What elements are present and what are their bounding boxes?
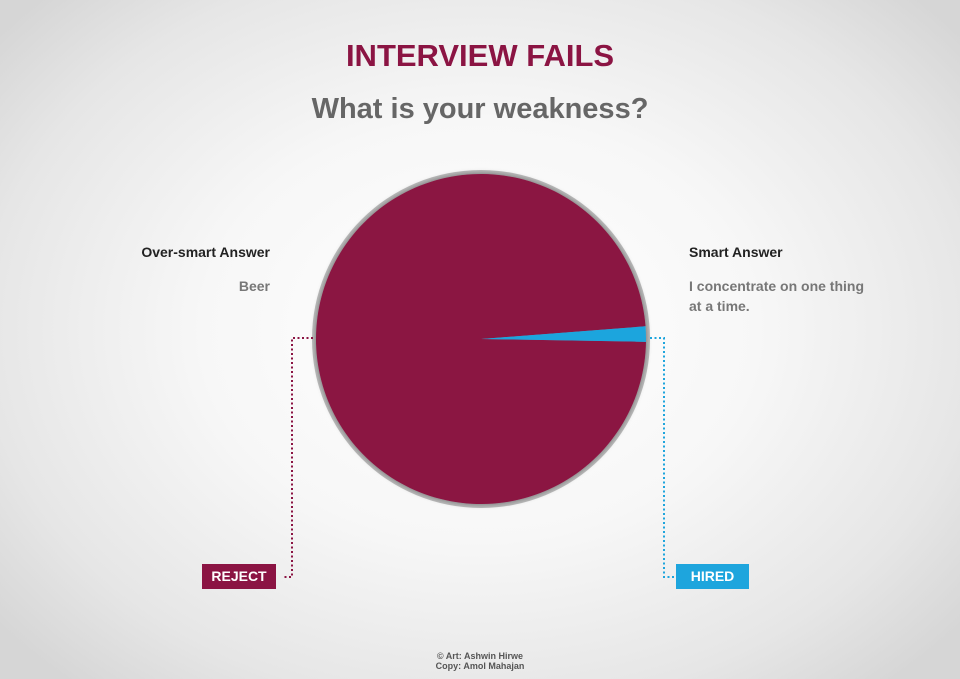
credit-copy: Copy: Amol Mahajan [435, 661, 525, 671]
over-smart-answer-label: Over-smart Answer [141, 244, 270, 260]
over-smart-answer-text: Beer [238, 278, 270, 294]
pie-slice-smart [481, 326, 646, 342]
smart-answer-text-line-1: I concentrate on one thing [689, 278, 865, 294]
pie-slices [316, 174, 646, 505]
credit-art: © Art: Ashwin Hirwe [437, 651, 523, 661]
page-title: INTERVIEW FAILS [345, 38, 615, 73]
smart-answer-text: I concentrate on one thing at a time. [689, 276, 899, 316]
smart-answer-label: Smart Answer [689, 244, 783, 260]
hired-badge: HIRED [676, 564, 749, 589]
page-subtitle: What is your weakness? [311, 93, 649, 125]
smart-answer-text-line-2: at a time. [689, 298, 750, 314]
pie-slice-over-smart [316, 174, 646, 505]
credits: © Art: Ashwin Hirwe Copy: Amol Mahajan [0, 651, 960, 671]
reject-connector [282, 337, 313, 578]
hired-connector [650, 337, 674, 578]
reject-badge: REJECT [202, 564, 276, 589]
